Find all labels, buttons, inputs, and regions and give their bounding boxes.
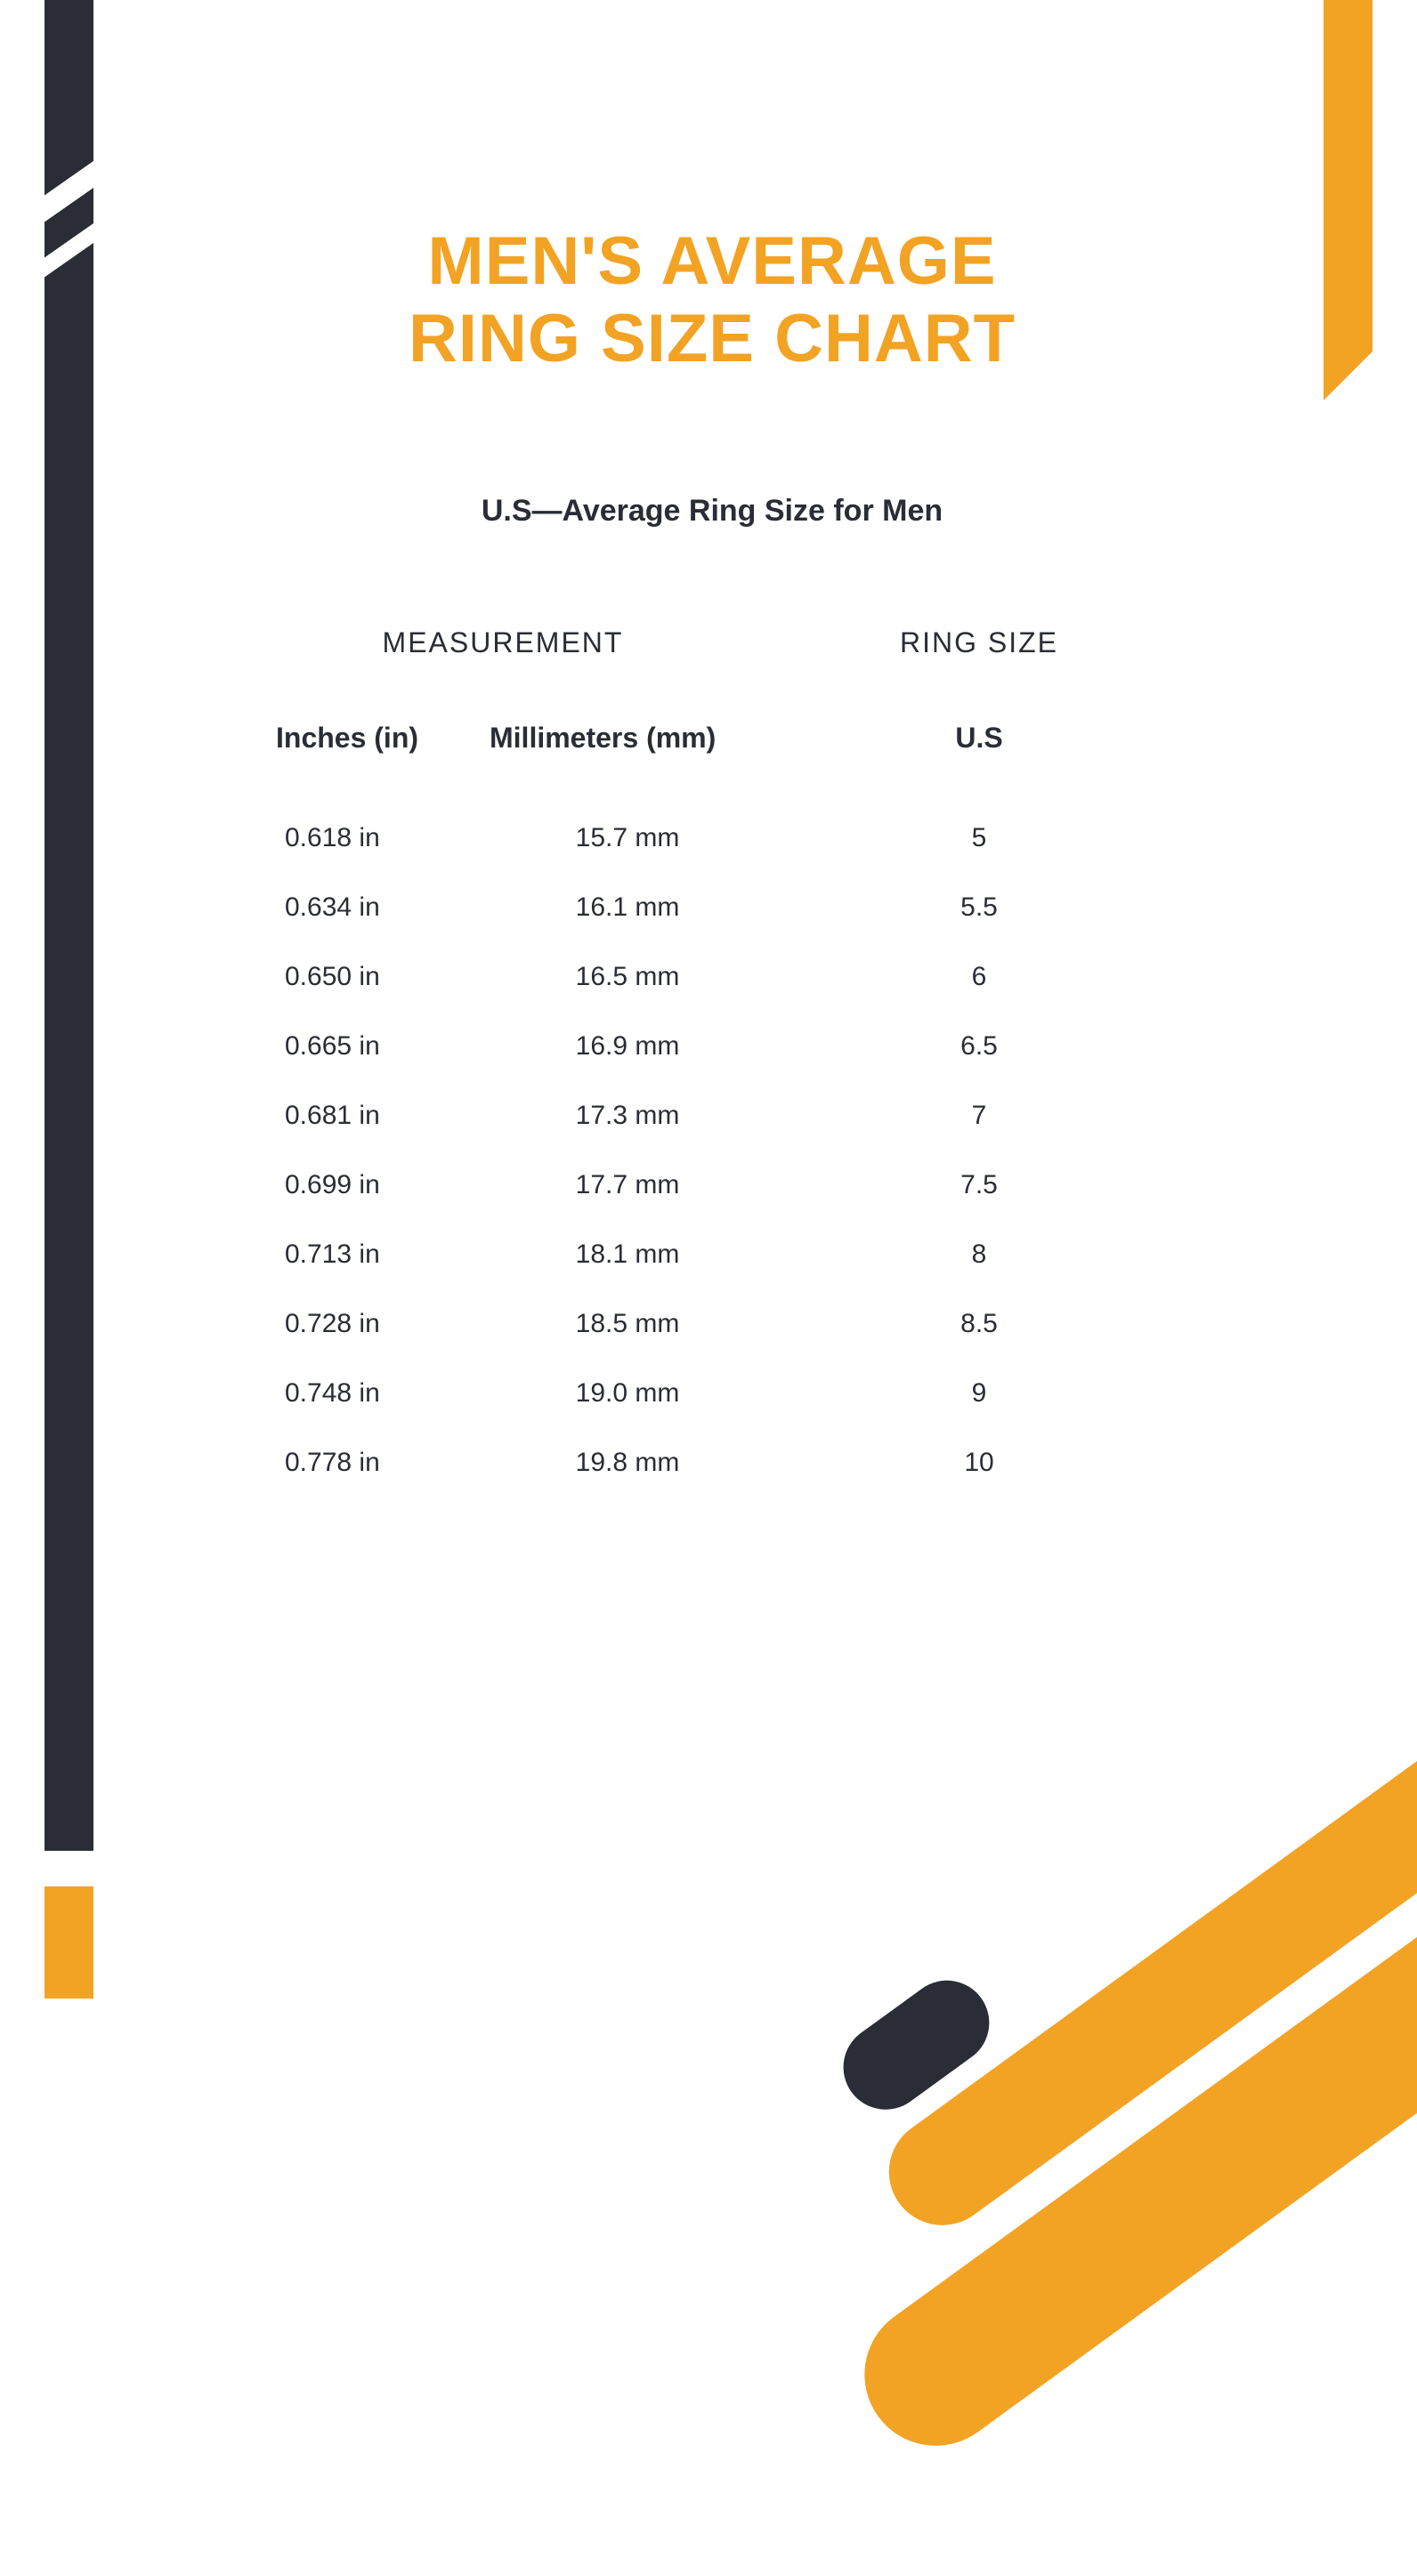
group-header-ring-size: RING SIZE [828, 626, 1130, 659]
content-area: MEN'S AVERAGE RING SIZE CHART U.S—Averag… [231, 222, 1193, 1498]
cell-mm: 15.7 mm [481, 823, 774, 853]
column-header-mm: Millimeters (mm) [481, 722, 774, 755]
cell-mm: 19.8 mm [481, 1448, 774, 1478]
group-headers-row: MEASUREMENT RING SIZE [231, 626, 1193, 659]
cell-inches: 0.778 in [231, 1448, 481, 1478]
cell-mm: 19.0 mm [481, 1378, 774, 1409]
cell-mm: 17.3 mm [481, 1101, 774, 1131]
table-body: 0.618 in15.7 mm 5 0.634 in16.1 mm 5.5 0.650 … [231, 803, 1193, 1498]
decoration-left-bar [45, 0, 93, 1851]
cell-us: 9 [828, 1378, 1130, 1409]
cell-inches: 0.713 in [231, 1240, 481, 1270]
column-headers-row: Inches (in) Millimeters (mm) U.S [231, 722, 1193, 755]
table-row: 0.778 in19.8 mm 10 [231, 1428, 1193, 1498]
table-row: 0.748 in19.0 mm 9 [231, 1359, 1193, 1428]
group-header-measurement: MEASUREMENT [231, 626, 774, 659]
subtitle: U.S—Average Ring Size for Men [231, 494, 1193, 529]
title-line1: MEN'S AVERAGE [427, 223, 996, 299]
cell-mm: 18.5 mm [481, 1309, 774, 1339]
cell-inches: 0.634 in [231, 892, 481, 923]
page-title: MEN'S AVERAGE RING SIZE CHART [231, 222, 1193, 378]
cell-us: 7.5 [828, 1170, 1130, 1200]
cell-inches: 0.665 in [231, 1031, 481, 1062]
cell-us: 5 [828, 823, 1130, 853]
cell-inches: 0.618 in [231, 823, 481, 853]
cell-us: 8.5 [828, 1309, 1130, 1339]
cell-us: 7 [828, 1101, 1130, 1131]
table-row: 0.650 in16.5 mm 6 [231, 942, 1193, 1012]
table-row: 0.618 in15.7 mm 5 [231, 803, 1193, 873]
table-row: 0.681 in17.3 mm 7 [231, 1081, 1193, 1151]
table-row: 0.699 in17.7 mm 7.5 [231, 1151, 1193, 1220]
table-row: 0.713 in18.1 mm 8 [231, 1220, 1193, 1289]
table-row: 0.665 in16.9 mm 6.5 [231, 1012, 1193, 1081]
cell-mm: 16.5 mm [481, 962, 774, 992]
cell-mm: 18.1 mm [481, 1240, 774, 1270]
cell-us: 8 [828, 1240, 1130, 1270]
decoration-bottom-left-orange [45, 1886, 93, 1999]
cell-us: 10 [828, 1448, 1130, 1478]
column-header-inches: Inches (in) [231, 722, 481, 755]
cell-inches: 0.699 in [231, 1170, 481, 1200]
cell-inches: 0.748 in [231, 1378, 481, 1409]
cell-mm: 16.9 mm [481, 1031, 774, 1062]
cell-inches: 0.650 in [231, 962, 481, 992]
page: MEN'S AVERAGE RING SIZE CHART U.S—Averag… [0, 0, 1417, 1999]
table-row: 0.634 in16.1 mm 5.5 [231, 873, 1193, 942]
cell-mm: 16.1 mm [481, 892, 774, 923]
decoration-bottom-right-group [474, 1602, 1417, 2576]
cell-us: 5.5 [828, 892, 1130, 923]
cell-us: 6.5 [828, 1031, 1130, 1062]
column-header-us: U.S [828, 722, 1130, 755]
table-row: 0.728 in18.5 mm 8.5 [231, 1289, 1193, 1359]
decoration-top-right-orange [1324, 0, 1372, 409]
cell-us: 6 [828, 962, 1130, 992]
cell-inches: 0.728 in [231, 1309, 481, 1339]
title-line2: RING SIZE CHART [409, 301, 1016, 376]
cell-inches: 0.681 in [231, 1101, 481, 1131]
cell-mm: 17.7 mm [481, 1170, 774, 1200]
